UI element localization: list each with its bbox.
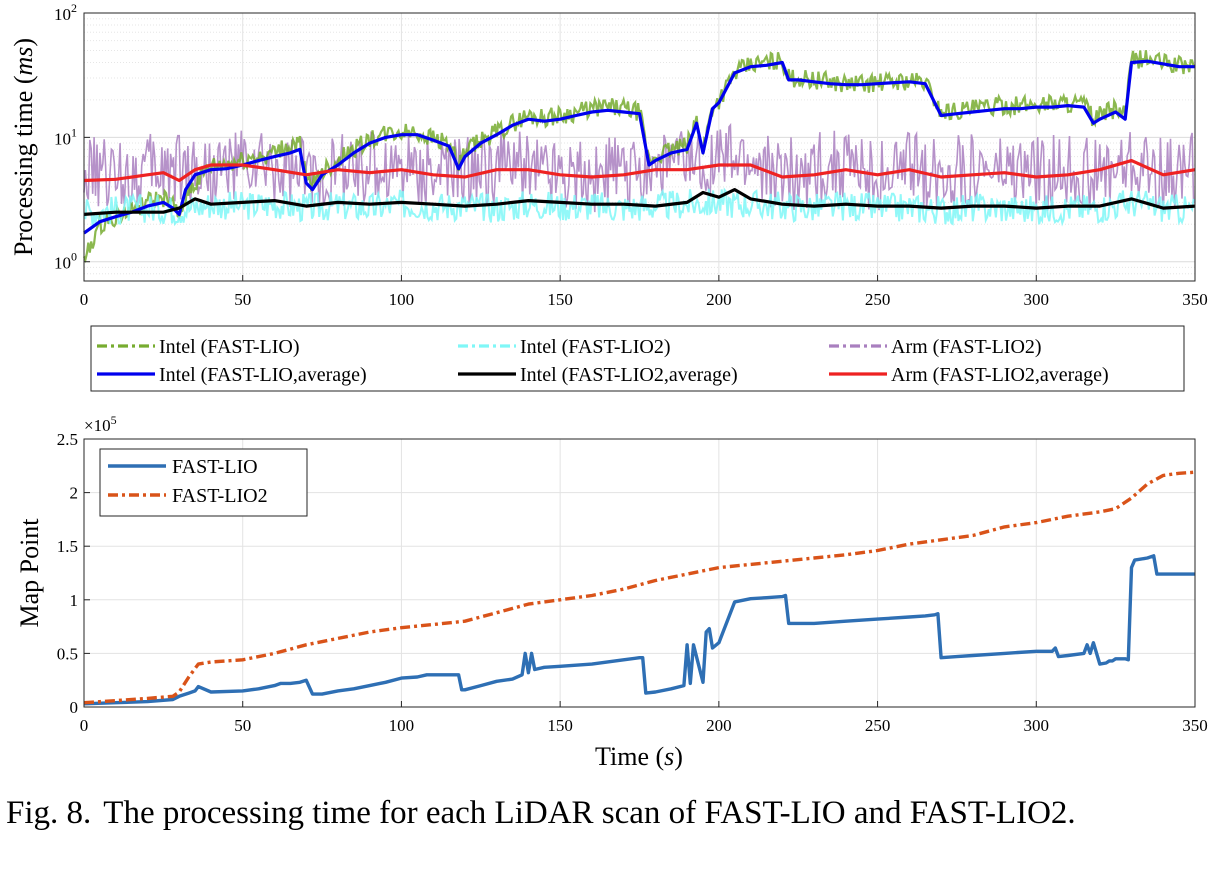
bottom-x-ticks: 0 50 100 150 200 250 300 350 — [80, 701, 1208, 735]
bottom-y-tick-label: 2.5 — [57, 430, 78, 449]
bottom-x-axis-label-text: Time ( — [595, 742, 664, 771]
legend-label: Arm (FAST-LIO2,average) — [891, 364, 1109, 386]
legend-item-intel-fast-lio: Intel (FAST-LIO) — [97, 336, 300, 358]
top-x-tick-label: 200 — [706, 290, 732, 309]
top-x-tick-label: 50 — [234, 290, 251, 309]
legend-label: FAST-LIO — [172, 456, 258, 478]
top-legend-box — [90, 325, 1185, 392]
series-intel-fast-lio2-trace — [83, 187, 1195, 227]
legend-label: Intel (FAST-LIO,average) — [159, 364, 367, 386]
top-y-ticks: 100 101 102 — [54, 1, 90, 273]
bottom-series-fast-lio — [83, 554, 1195, 706]
top-x-tick-label: 250 — [865, 290, 891, 309]
legend-label: Intel (FAST-LIO2,average) — [520, 364, 738, 386]
caption-text: The processing time for each LiDAR scan … — [103, 795, 1076, 831]
top-y-axis-label-text: Processing time ( — [9, 76, 38, 257]
bottom-x-tick-label: 150 — [547, 716, 573, 735]
bottom-legend: FAST-LIO FAST-LIO2 — [99, 448, 308, 517]
series-intel-fast-lio-average — [83, 59, 1195, 235]
bottom-series-group — [83, 470, 1196, 706]
series-intel-fast-lio2 — [83, 187, 1195, 227]
top-x-ticks: 0 50 100 150 200 250 300 350 — [80, 275, 1208, 309]
bottom-x-axis-label-unit: s — [664, 742, 674, 771]
bottom-y-axis-label: Map Point — [15, 518, 44, 628]
bottom-legend-item-fast-lio: FAST-LIO — [108, 456, 258, 478]
bottom-y-tick-label: 0.5 — [57, 644, 78, 663]
top-x-tick-label: 0 — [80, 290, 89, 309]
bottom-series-fast-lio2 — [83, 470, 1196, 705]
series-arm-fast-lio2 — [83, 122, 1195, 213]
legend-label: Arm (FAST-LIO2) — [891, 336, 1042, 358]
legend-item-intel-fast-lio-average: Intel (FAST-LIO,average) — [97, 364, 367, 386]
bottom-y-multiplier-base: ×10 — [84, 416, 111, 435]
top-plot-frame — [83, 12, 1196, 282]
bottom-x-tick-label: 100 — [389, 716, 415, 735]
processing-time-chart: 0 50 100 150 200 250 300 350 100 101 102 Processi… — [9, 1, 1208, 309]
top-x-tick-label: 300 — [1024, 290, 1050, 309]
legend-item-arm-fast-lio2-average: Arm (FAST-LIO2,average) — [829, 364, 1109, 386]
top-y-tick-label: 101 — [54, 125, 77, 148]
series-intel-fast-lio — [82, 50, 1195, 264]
bottom-legend-box — [99, 448, 308, 517]
caption-label: Fig. 8. — [6, 795, 92, 831]
bottom-x-tick-label: 200 — [706, 716, 732, 735]
top-y-tick-label: 100 — [54, 250, 77, 273]
top-legend: Intel (FAST-LIO) Intel (FAST-LIO2) Arm (FA… — [90, 325, 1185, 392]
bottom-x-axis-label: Time (s) — [595, 742, 683, 771]
bottom-y-multiplier-exp: 5 — [111, 413, 117, 427]
bottom-x-tick-label: 50 — [234, 716, 251, 735]
bottom-y-tick-label: 1.5 — [57, 537, 78, 556]
bottom-plot-frame — [83, 438, 1196, 708]
bottom-y-multiplier: ×105 — [84, 413, 117, 435]
series-arm-fast-lio2-average — [83, 159, 1196, 183]
legend-label: FAST-LIO2 — [172, 485, 268, 507]
top-x-tick-label: 350 — [1182, 290, 1208, 309]
bottom-y-tick-label: 0 — [70, 698, 79, 717]
legend-item-intel-fast-lio2-average: Intel (FAST-LIO2,average) — [458, 364, 738, 386]
top-y-axis-label-unit: ms — [9, 47, 38, 76]
bottom-x-tick-label: 250 — [865, 716, 891, 735]
series-intel-fast-lio-trace — [82, 50, 1195, 264]
top-y-tick-label: 102 — [54, 1, 77, 24]
top-x-tick-label: 150 — [547, 290, 573, 309]
bottom-x-tick-label: 0 — [80, 716, 89, 735]
figure-caption: Fig. 8. The processing time for each LiDA… — [6, 795, 1210, 832]
legend-label: Intel (FAST-LIO) — [159, 336, 300, 358]
map-point-chart: 0 50 100 150 200 250 300 350 00.511.522.5 ×105 … — [15, 413, 1208, 771]
bottom-legend-item-fast-lio2: FAST-LIO2 — [108, 485, 268, 507]
legend-item-intel-fast-lio2: Intel (FAST-LIO2) — [458, 336, 671, 358]
series-intel-fast-lio2-average — [83, 188, 1196, 216]
series-arm-fast-lio2-trace — [83, 122, 1195, 213]
bottom-y-tick-label: 2 — [70, 484, 79, 503]
bottom-y-tick-label: 1 — [70, 591, 79, 610]
bottom-x-tick-label: 350 — [1182, 716, 1208, 735]
legend-label: Intel (FAST-LIO2) — [520, 336, 671, 358]
top-y-axis-label: Processing time (ms) — [9, 38, 38, 256]
top-x-tick-label: 100 — [389, 290, 415, 309]
top-plot-area — [84, 13, 1195, 281]
bottom-x-tick-label: 300 — [1024, 716, 1050, 735]
legend-item-arm-fast-lio2: Arm (FAST-LIO2) — [829, 336, 1042, 358]
bottom-y-ticks: 0 0.5 1 1.5 2 2.5 — [57, 430, 90, 717]
top-series-group — [82, 50, 1196, 264]
